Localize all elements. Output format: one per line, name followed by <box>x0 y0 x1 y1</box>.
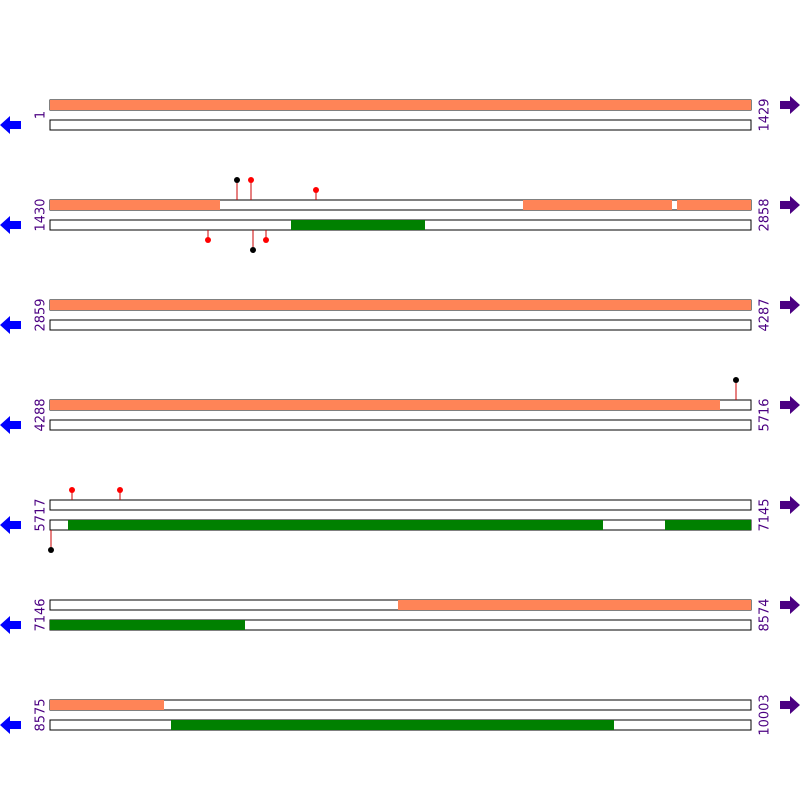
reverse-arrow <box>0 316 21 334</box>
site-marker <box>234 177 240 183</box>
reverse-feature <box>50 620 245 630</box>
bottom-strand <box>49 119 752 131</box>
reverse-arrow <box>0 216 21 234</box>
forward-feature <box>50 400 720 410</box>
site-marker <box>48 547 54 553</box>
forward-arrow <box>780 596 800 614</box>
reverse-feature <box>291 220 425 230</box>
top-strand <box>49 499 752 511</box>
forward-feature <box>677 200 751 210</box>
start-label: 1430 <box>34 198 49 231</box>
site-marker <box>69 487 75 493</box>
forward-feature <box>50 200 220 210</box>
site-marker <box>248 177 254 183</box>
reverse-feature <box>171 720 614 730</box>
bottom-strand <box>49 419 752 431</box>
start-label: 5717 <box>34 498 49 531</box>
end-label: 2858 <box>758 198 773 231</box>
reverse-feature <box>68 520 603 530</box>
end-label: 7145 <box>758 498 773 531</box>
end-label: 5716 <box>758 398 773 431</box>
forward-feature <box>398 600 751 610</box>
reverse-arrow <box>0 616 21 634</box>
site-marker <box>250 247 256 253</box>
forward-arrow <box>780 296 800 314</box>
site-marker <box>205 237 211 243</box>
end-label: 10003 <box>758 694 773 735</box>
forward-feature <box>50 300 751 310</box>
forward-arrow <box>780 96 800 114</box>
reverse-feature <box>665 520 751 530</box>
reverse-arrow <box>0 516 21 534</box>
start-label: 2859 <box>34 298 49 331</box>
forward-arrow <box>780 696 800 714</box>
forward-feature <box>523 200 672 210</box>
start-label: 7146 <box>34 598 49 631</box>
end-label: 4287 <box>758 298 773 331</box>
start-label: 1 <box>34 111 49 119</box>
reverse-arrow <box>0 716 21 734</box>
start-label: 4288 <box>34 398 49 431</box>
start-label: 8575 <box>34 698 49 731</box>
end-label: 8574 <box>758 598 773 631</box>
reverse-arrow <box>0 416 21 434</box>
bottom-strand <box>49 319 752 331</box>
site-marker <box>313 187 319 193</box>
forward-arrow <box>780 396 800 414</box>
site-marker <box>733 377 739 383</box>
forward-arrow <box>780 196 800 214</box>
reverse-arrow <box>0 116 21 134</box>
site-marker <box>263 237 269 243</box>
forward-arrow <box>780 496 800 514</box>
end-label: 1429 <box>758 98 773 131</box>
forward-feature <box>50 700 164 710</box>
site-marker <box>117 487 123 493</box>
forward-feature <box>50 100 751 110</box>
